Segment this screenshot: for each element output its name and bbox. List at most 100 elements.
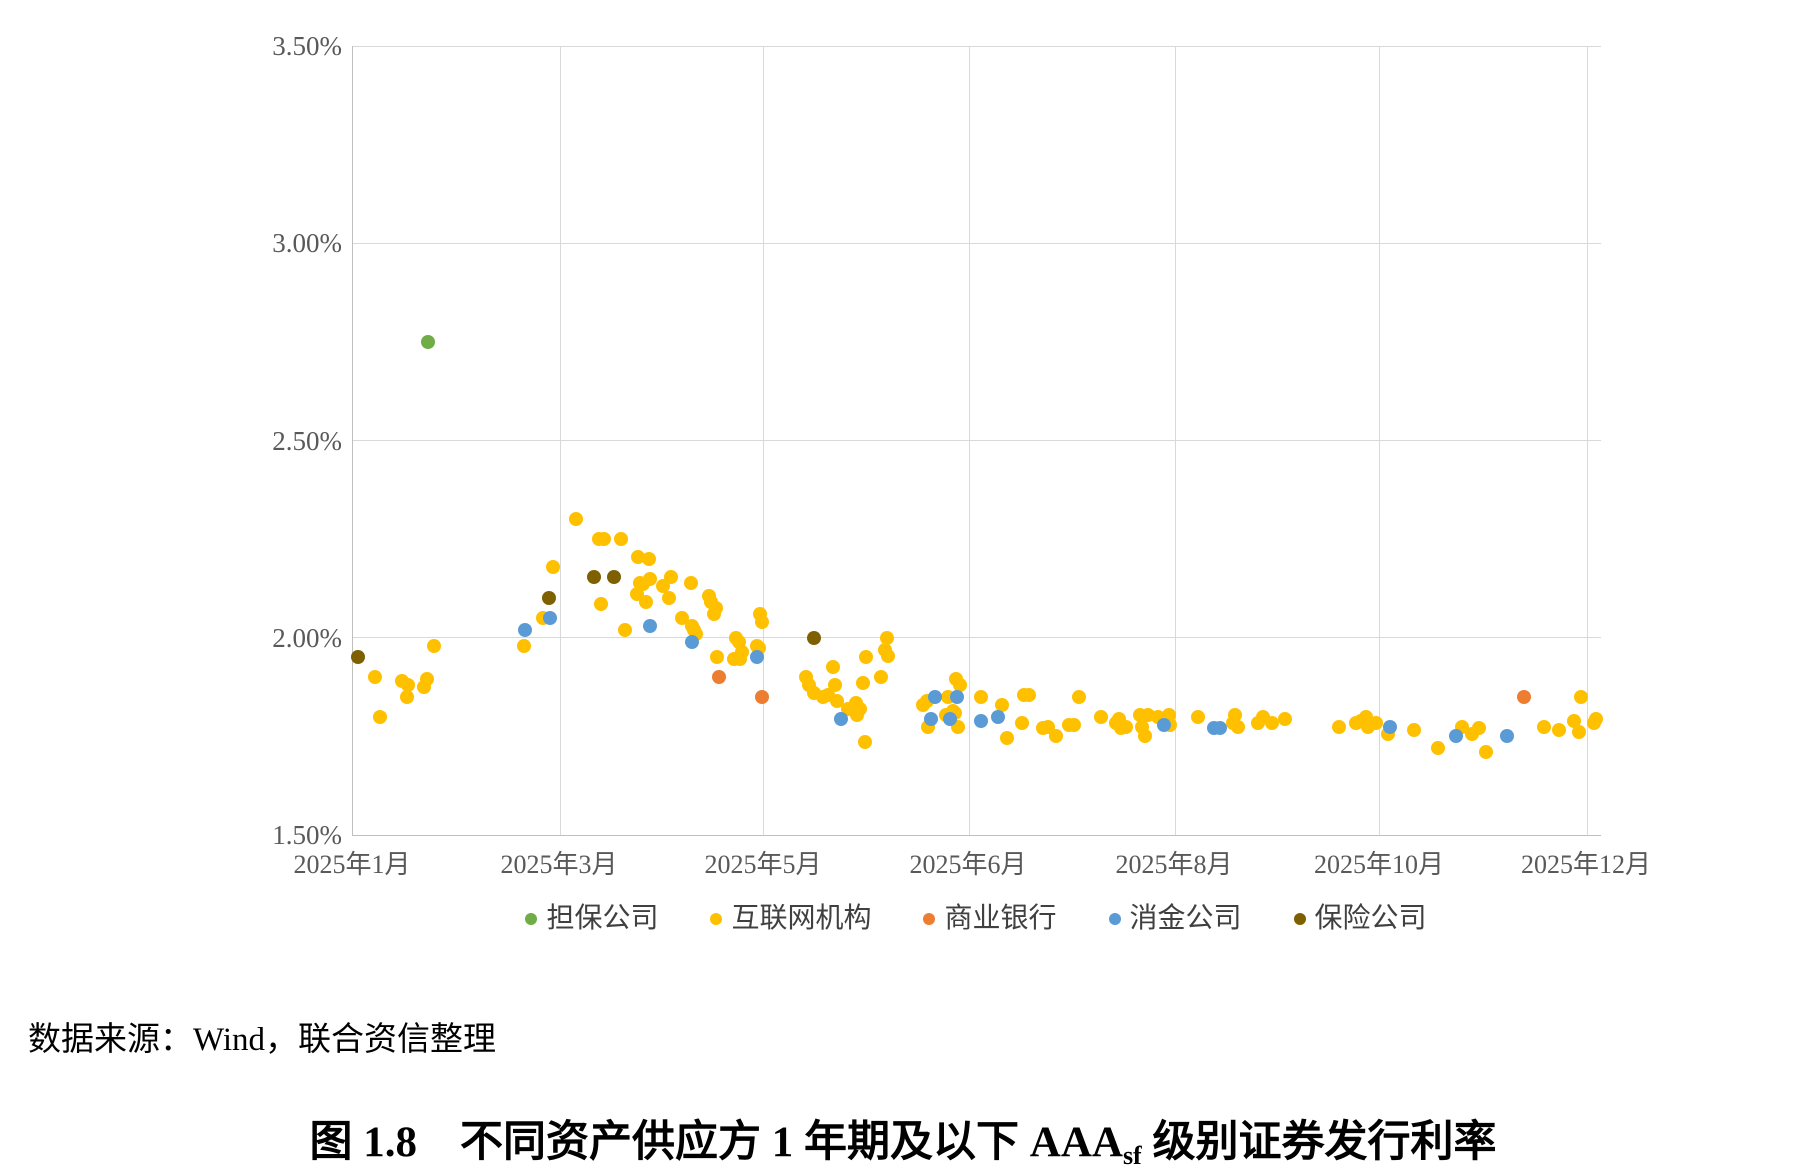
y-axis-tick-label: 2.50% (272, 425, 342, 456)
v-gridline (559, 46, 561, 835)
data-point-互联网机构 (880, 630, 895, 645)
data-point-互联网机构 (427, 638, 442, 653)
data-point-互联网机构 (639, 595, 654, 610)
data-point-消金公司 (1213, 721, 1228, 736)
legend-item: 消金公司 (1108, 903, 1242, 934)
legend-item: 商业银行 (923, 903, 1057, 934)
data-point-互联网机构 (569, 512, 584, 527)
data-point-互联网机构 (999, 731, 1014, 746)
data-point-互联网机构 (1278, 711, 1293, 726)
data-point-消金公司 (750, 650, 765, 665)
data-point-互联网机构 (1479, 745, 1494, 760)
data-point-互联网机构 (684, 575, 699, 590)
data-point-互联网机构 (1536, 719, 1551, 734)
data-point-保险公司 (350, 650, 365, 665)
data-point-互联网机构 (873, 670, 888, 685)
caption-subscript: sf (1122, 1141, 1142, 1170)
data-point-互联网机构 (1331, 719, 1346, 734)
v-gridline (763, 46, 765, 835)
data-point-互联网机构 (1264, 715, 1279, 730)
data-point-消金公司 (685, 634, 700, 649)
data-point-互联网机构 (852, 701, 867, 716)
data-point-消金公司 (1500, 729, 1515, 744)
data-point-消金公司 (543, 611, 558, 626)
v-gridline (1586, 46, 1588, 835)
data-point-互联网机构 (1406, 723, 1421, 738)
data-point-互联网机构 (373, 709, 388, 724)
caption-text: 图 1.8 不同资产供应方 1 年期及以下 AAA (309, 1119, 1123, 1166)
data-point-互联网机构 (881, 648, 896, 663)
caption-text-2: 级别证券发行利率 (1141, 1119, 1497, 1166)
h-gridline (353, 440, 1601, 441)
data-point-互联网机构 (858, 650, 873, 665)
h-gridline (353, 637, 1601, 639)
data-point-消金公司 (518, 622, 533, 637)
data-point-互联网机构 (856, 676, 871, 691)
data-point-担保公司 (420, 334, 435, 349)
data-point-互联网机构 (755, 614, 770, 629)
data-point-消金公司 (1383, 719, 1398, 734)
data-point-消金公司 (1449, 729, 1464, 744)
data-point-互联网机构 (710, 650, 725, 665)
legend-label: 互联网机构 (731, 903, 872, 934)
v-gridline (968, 46, 970, 835)
legend-dot-icon (1108, 913, 1121, 925)
data-point-商业银行 (755, 689, 770, 704)
data-point-互联网机构 (952, 678, 967, 693)
figure-caption: 图 1.8 不同资产供应方 1 年期及以下 AAAsf 级别证券发行利率 (0, 1118, 1806, 1172)
data-point-互联网机构 (709, 601, 724, 616)
data-point-互联网机构 (545, 559, 560, 574)
data-point-互联网机构 (661, 591, 676, 606)
data-point-互联网机构 (1228, 707, 1243, 722)
data-point-互联网机构 (830, 693, 845, 708)
data-point-互联网机构 (596, 532, 611, 547)
source-note: 数据来源：Wind，联合资信整理 (28, 1022, 496, 1058)
legend-item: 互联网机构 (710, 905, 871, 933)
x-axis-tick-label: 2025年10月 (1313, 850, 1444, 879)
data-point-互联网机构 (400, 678, 415, 693)
data-point-互联网机构 (1574, 689, 1589, 704)
data-point-互联网机构 (516, 638, 531, 653)
data-point-互联网机构 (643, 571, 658, 586)
data-point-商业银行 (1516, 689, 1531, 704)
legend-dot-icon (923, 913, 936, 925)
data-point-消金公司 (1157, 717, 1172, 732)
legend-dot-icon (710, 913, 723, 925)
y-axis-tick-label: 3.50% (272, 31, 342, 61)
data-point-互联网机构 (1014, 715, 1029, 730)
data-point-互联网机构 (973, 689, 988, 704)
y-axis-tick-label: 2.00% (272, 622, 342, 653)
data-point-互联网机构 (630, 549, 645, 564)
data-point-消金公司 (927, 689, 942, 704)
x-axis-tick-label: 2025年3月 (500, 850, 618, 879)
data-point-互联网机构 (1589, 711, 1603, 726)
x-axis-tick-label: 2025年5月 (704, 850, 822, 879)
data-point-消金公司 (923, 711, 938, 726)
data-point-互联网机构 (614, 532, 629, 547)
data-point-互联网机构 (827, 678, 842, 693)
data-point-互联网机构 (735, 644, 750, 659)
data-point-商业银行 (711, 670, 726, 685)
data-point-互联网机构 (1566, 713, 1581, 728)
data-point-互联网机构 (399, 689, 414, 704)
v-gridline (1174, 46, 1176, 835)
legend-label: 担保公司 (546, 903, 659, 934)
chart-legend: 担保公司 互联网机构 商业银行 消金公司 保险公司 (352, 898, 1600, 940)
legend-label: 商业银行 (944, 903, 1057, 934)
data-point-保险公司 (586, 569, 601, 584)
data-point-互联网机构 (857, 735, 872, 750)
data-point-互联网机构 (655, 579, 670, 594)
h-gridline (353, 45, 1601, 47)
data-point-保险公司 (606, 569, 621, 584)
data-point-互联网机构 (1551, 723, 1566, 738)
data-point-互联网机构 (594, 597, 609, 612)
data-point-互联网机构 (1093, 709, 1108, 724)
data-point-互联网机构 (368, 670, 383, 685)
legend-label: 消金公司 (1129, 903, 1242, 934)
data-point-互联网机构 (1471, 721, 1486, 736)
data-point-互联网机构 (1048, 729, 1063, 744)
x-axis-tick-label: 2025年12月 (1521, 850, 1652, 879)
legend-dot-icon (1293, 913, 1306, 925)
data-point-互联网机构 (1430, 741, 1445, 756)
data-point-互联网机构 (664, 569, 679, 584)
